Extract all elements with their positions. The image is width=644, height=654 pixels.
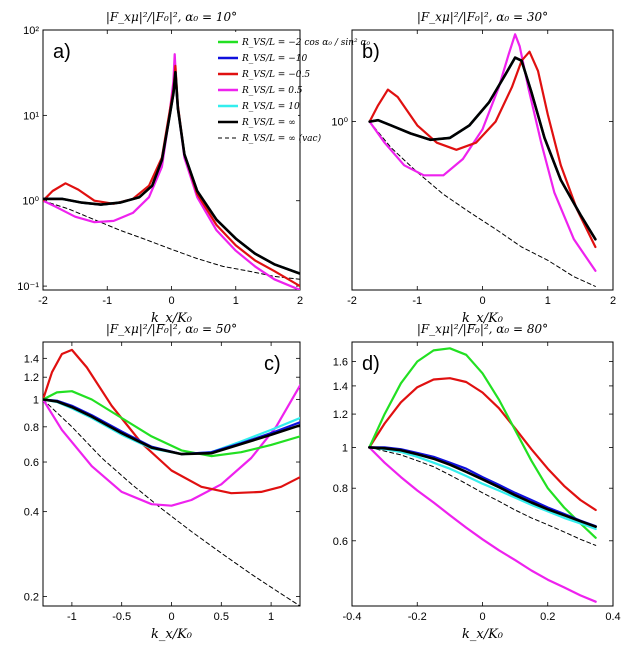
legend-label: R_VS/L = 10	[241, 102, 300, 112]
panel-letter: b)	[362, 41, 380, 63]
y-tick-label: 0.6	[333, 536, 348, 548]
y-tick-label: 10¹	[23, 110, 39, 122]
series-group	[368, 33, 597, 287]
series-line-magenta	[368, 446, 597, 603]
x-axis-label: k_x/K₀	[462, 311, 504, 326]
y-tick-label: 0.8	[24, 422, 39, 434]
x-tick-label: 2	[610, 295, 616, 307]
x-tick-label: 1	[545, 295, 551, 307]
x-axis-label: k_x/K₀	[462, 627, 504, 642]
y-tick-label: 0.2	[24, 591, 39, 603]
legend-label: R_VS/L = −10	[241, 54, 307, 64]
x-tick-label: 0.2	[540, 611, 555, 623]
x-tick-label: -0.4	[343, 611, 362, 623]
y-tick-label: 10⁰	[22, 196, 39, 208]
x-tick-label: -1	[412, 295, 422, 307]
x-tick-label: -2	[38, 295, 48, 307]
x-tick-label: -0.2	[408, 611, 427, 623]
series-line-red	[43, 348, 300, 495]
chart-panel-4: -0.4 -0.2 0 0.2 0.4 0.6 0.8 1 1.2 1.4 1.6 |F_xμ|²/|…	[333, 322, 621, 642]
legend-label: R_VS/L = −0.5	[241, 70, 310, 80]
y-tick-label: 10⁰	[331, 117, 348, 129]
x-tick-label: 0.4	[605, 611, 620, 623]
series-line-green	[43, 390, 300, 458]
y-tick-label: 10⁻¹	[17, 281, 39, 293]
panel-letter: d)	[362, 353, 380, 375]
plot-frame	[351, 341, 614, 607]
panel-title: |F_xμ|²/|F₀|², α₀ = 10°	[106, 10, 237, 24]
series-line-black	[367, 446, 598, 529]
series-line-red	[368, 377, 597, 512]
y-tick-label: 0.8	[333, 483, 348, 495]
chart-panel-1: -2 -1 0 1 2 10⁻¹ 10⁰ 10¹ 10² |F_xμ|²/|F₀|², α₀ = …	[17, 10, 303, 326]
series-group	[367, 347, 598, 603]
x-tick-label: 1	[268, 611, 274, 623]
legend-label: R_VS/L = ∞	[241, 118, 296, 128]
y-tick-label: 1.4	[24, 353, 39, 365]
chart-panel-3: -1 -0.5 0 0.5 1 0.2 0.4 0.6 0.8 1 1.2 1.4 |F_xμ|²/|F…	[24, 322, 301, 642]
y-tick-label: 0.6	[24, 457, 39, 469]
series-group	[43, 348, 300, 606]
x-tick-label: 0	[168, 611, 174, 623]
x-tick-label: 2	[297, 295, 303, 307]
y-tick-label: 1	[33, 395, 39, 407]
y-tick-label: 1.2	[333, 409, 348, 421]
series-line-green	[368, 347, 597, 539]
series-line-black	[368, 56, 597, 241]
series-line-vac	[43, 200, 300, 280]
series-line-vac	[369, 121, 596, 287]
y-tick-label: 1.6	[333, 356, 348, 368]
panel-title: |F_xμ|²/|F₀|², α₀ = 80°	[417, 322, 548, 336]
panel-letter: a)	[53, 41, 71, 63]
x-tick-label: 0	[168, 295, 174, 307]
x-tick-label: 0	[479, 295, 485, 307]
series-line-black	[43, 70, 300, 275]
plot-frame	[351, 29, 614, 291]
x-tick-label: -0.5	[112, 611, 131, 623]
x-tick-label: 1	[233, 295, 239, 307]
x-axis-label: k_x/K₀	[151, 311, 193, 326]
x-tick-label: 0	[479, 611, 485, 623]
legend: R_VS/L = −2 cos α₀ / sin² α₀ R_VS/L = −10…	[214, 32, 371, 152]
series-line-vac	[368, 446, 597, 546]
y-tick-label: 1.2	[24, 372, 39, 384]
y-tick-label: 1.4	[333, 381, 348, 393]
chart-panel-2: -2 -1 0 1 2 10⁰ |F_xμ|²/|F₀|², α₀ = 30° k_x/K₀ b…	[331, 10, 616, 326]
series-line-black	[43, 398, 300, 456]
series-line-magenta	[368, 33, 597, 272]
x-tick-label: -1	[102, 295, 112, 307]
series-group	[43, 53, 300, 290]
series-line-vac	[43, 399, 300, 606]
legend-label: R_VS/L = −2 cos α₀ / sin² α₀	[241, 38, 371, 48]
legend-label: R_VS/L = ∞ (vac)	[241, 133, 322, 144]
panel-letter: c)	[264, 353, 281, 375]
series-line-cyan	[368, 446, 597, 531]
y-tick-label: 10²	[23, 25, 39, 37]
series-line-red	[368, 50, 597, 249]
x-tick-label: 0.5	[214, 611, 229, 623]
panel-title: |F_xμ|²/|F₀|², α₀ = 50°	[106, 322, 237, 336]
x-tick-label: -2	[347, 295, 357, 307]
legend-label: R_VS/L = 0.5	[241, 86, 303, 96]
y-tick-label: 1	[342, 442, 348, 454]
x-tick-label: -1	[67, 611, 77, 623]
x-axis-label: k_x/K₀	[151, 627, 193, 642]
y-tick-label: 0.4	[24, 507, 39, 519]
panel-title: |F_xμ|²/|F₀|², α₀ = 30°	[417, 10, 548, 24]
plot-frame	[42, 341, 301, 607]
